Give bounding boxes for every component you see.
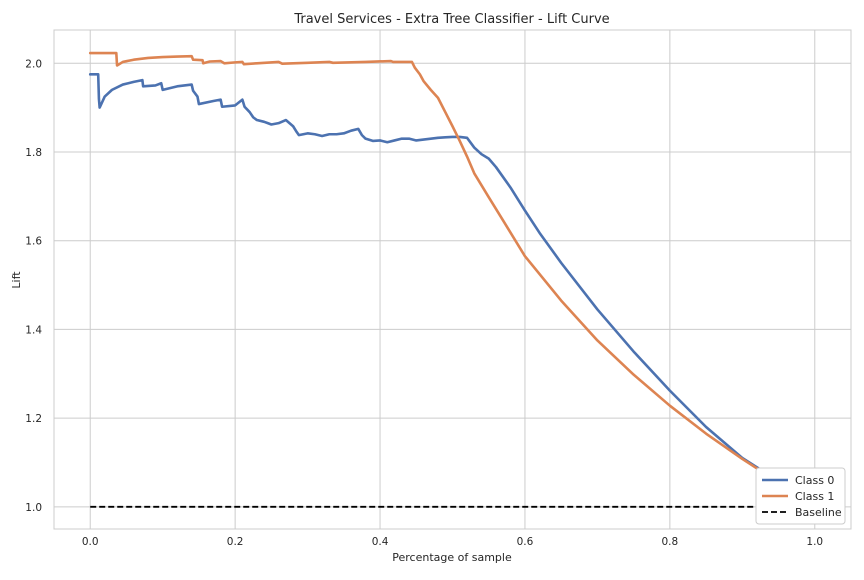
x-tick-label: 1.0 <box>806 536 823 548</box>
series-line-class-1 <box>88 51 817 509</box>
x-tick-label: 0.0 <box>82 536 99 548</box>
series-lines <box>88 51 817 509</box>
legend-box <box>755 467 846 525</box>
chart-title: Travel Services - Extra Tree Classifier … <box>293 12 609 27</box>
legend-items: Class 0 Class 1 Baseline <box>762 474 842 519</box>
x-tick-label: 0.2 <box>227 536 244 548</box>
series-line-class-0 <box>88 73 817 509</box>
y-tick-label: 1.6 <box>25 236 42 248</box>
legend-label: Baseline <box>795 506 842 519</box>
x-tick-label: 0.4 <box>372 536 389 548</box>
legend-label: Class 1 <box>795 490 834 503</box>
y-tick-label: 2.0 <box>25 58 42 70</box>
legend: Class 0 Class 1 Baseline <box>755 467 846 525</box>
tick-labels: 0.0 0.2 0.4 0.6 0.8 1.0 1.0 1.2 1.4 1.6 1.8 2.0 <box>25 58 823 548</box>
y-tick-label: 1.2 <box>25 413 42 425</box>
x-axis-label: Percentage of sample <box>392 551 512 564</box>
x-tick-label: 0.8 <box>662 536 679 548</box>
y-tick-label: 1.0 <box>25 502 42 514</box>
y-tick-label: 1.4 <box>25 324 42 336</box>
plot-area <box>53 29 852 530</box>
x-tick-label: 0.6 <box>517 536 534 548</box>
grid-lines <box>54 30 851 529</box>
y-axis-label: Lift <box>10 271 23 289</box>
legend-label: Class 0 <box>795 474 834 487</box>
y-tick-label: 1.8 <box>25 147 42 159</box>
